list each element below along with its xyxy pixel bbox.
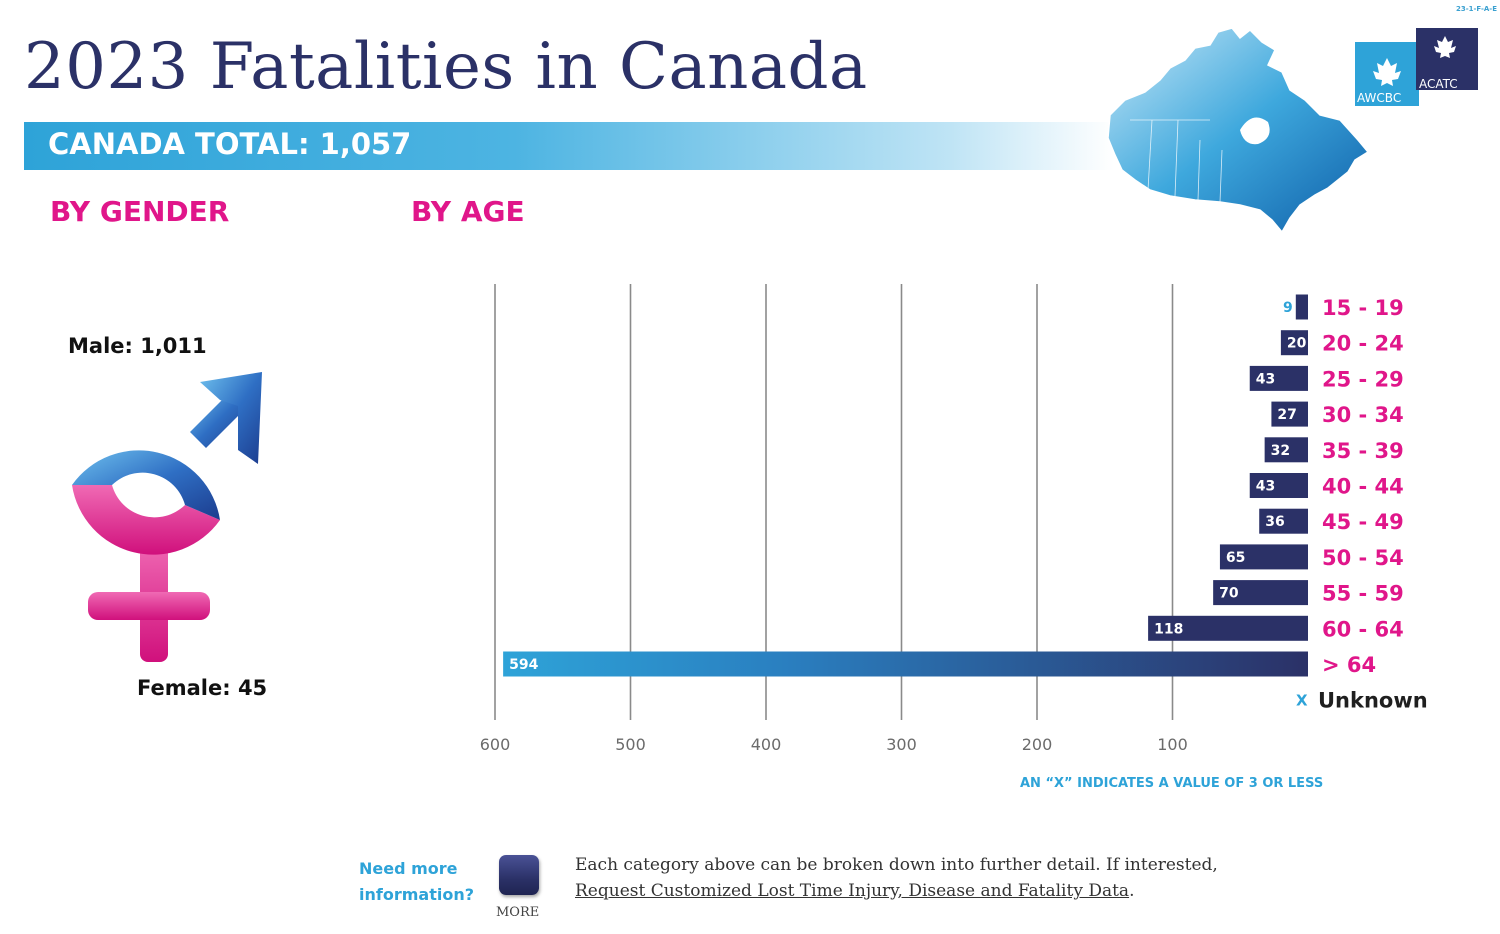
bar [1249,473,1308,498]
age-category-label: 30 - 34 [1322,403,1404,427]
age-category-label: 20 - 24 [1322,332,1404,356]
age-category-label: 50 - 54 [1322,546,1404,570]
x-tick-label: 100 [1157,735,1188,754]
awcbc-acatc-logo: AWCBC ACATC [1355,28,1478,106]
x-tick-label: 300 [886,735,917,754]
bar [1259,508,1308,534]
info-line-end: . [1129,881,1135,901]
age-category-label: 15 - 19 [1322,296,1404,320]
request-data-link[interactable]: Request Customized Lost Time Injury, Dis… [575,881,1130,901]
document-code: 23-1-F-A-E [1456,5,1497,13]
bar [1148,615,1308,641]
bar [1219,544,1308,570]
bar-value-label: 65 [1226,550,1245,566]
x-tick-label: 400 [751,735,782,754]
total-banner [24,122,1114,170]
need-more-line-2: information? [359,885,474,904]
age-category-label: 25 - 29 [1322,367,1404,391]
bar-value-label: 118 [1154,621,1183,637]
more-button-label: MORE [496,905,540,920]
canada-map-icon [1107,27,1370,234]
bar [503,651,1308,677]
bar [1213,580,1308,606]
need-more-line-1: Need more [359,859,458,878]
age-category-label: 60 - 64 [1322,617,1404,641]
gender-symbol-icon [72,372,262,662]
bar-value-label: 36 [1265,514,1284,530]
bar-value-label: 32 [1271,443,1290,459]
x-value-note: AN “X” INDICATES A VALUE OF 3 OR LESS [1020,776,1324,791]
age-category-label: 55 - 59 [1322,582,1404,606]
bar-value-label: 43 [1256,479,1275,495]
bar [1280,330,1308,356]
more-button[interactable] [499,855,539,895]
x-tick-label: 500 [615,735,646,754]
bar [1264,437,1308,463]
age-category-label: 45 - 49 [1322,510,1404,534]
female-count-label: Female: 45 [137,676,268,700]
need-more-info-text: Need more information? [359,856,474,908]
bar-value-label: 9 [1283,300,1293,316]
section-heading-age: BY AGE [411,195,525,228]
bar-value-label: 594 [509,657,538,673]
logo-text-awcbc: AWCBC [1357,91,1401,105]
page-title: 2023 Fatalities in Canada [24,30,868,104]
info-line-1: Each category above can be broken down i… [575,855,1218,875]
male-count-label: Male: 1,011 [68,334,207,358]
canada-total-label: CANADA TOTAL: 1,057 [48,127,412,161]
age-category-label: > 64 [1322,653,1376,677]
bar-value-label: 43 [1256,371,1275,387]
section-heading-gender: BY GENDER [50,195,230,228]
bar-value-label: 70 [1219,586,1239,602]
x-tick-label: 200 [1022,735,1053,754]
age-category-label: 40 - 44 [1322,475,1404,499]
bar-value-label: 27 [1277,407,1296,423]
bar [1295,294,1308,320]
unknown-marker: X [1296,692,1308,710]
x-tick-label: 600 [480,735,511,754]
bar-value-label: 20 [1287,336,1307,352]
age-category-label: 35 - 39 [1322,439,1404,463]
bar [1271,401,1308,427]
bar [1249,365,1308,391]
info-paragraph: Each category above can be broken down i… [575,852,1218,904]
unknown-label: Unknown [1318,689,1428,713]
logo-text-acatc: ACATC [1419,77,1458,91]
